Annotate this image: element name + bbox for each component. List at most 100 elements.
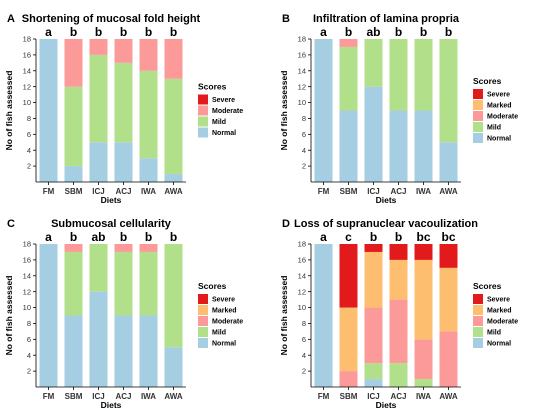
y-tick-label: 14 [23,271,31,280]
legend-swatch-severe [473,89,483,99]
bar-segment-moderate-acj [389,299,408,364]
legend-label-severe: Severe [487,92,510,99]
x-tick-label: ACJ [115,392,131,401]
bar-segment-normal-sbm [339,110,358,182]
y-tick-label: 8 [302,114,306,123]
x-tick-label: IWA [416,392,431,401]
bar-segment-normal-icj [89,291,108,387]
legend-swatch-mild [473,122,483,132]
legend-title: Scores [198,82,227,92]
bar-segment-normal-awa [164,347,183,387]
bar-segment-moderate-icj [364,307,383,364]
legend-label-normal: Normal [212,341,236,348]
bar-segment-normal-fm [39,244,58,387]
y-tick-label: 8 [27,319,31,328]
significance-letter: b [420,25,427,39]
bar-segment-mild-sbm [64,86,83,167]
legend-label-moderate: Moderate [212,108,243,115]
legend-swatch-severe [198,294,208,304]
bar-segment-mild-acj [389,39,408,111]
legend-label-marked: Marked [487,308,512,315]
bar-segment-mild-acj [114,62,133,143]
bar-segment-marked-acj [389,259,408,300]
legend-label-severe: Severe [212,297,235,304]
bar-segment-mild-awa [164,244,183,348]
significance-letter: b [370,230,377,244]
significance-letter: b [95,25,102,39]
legend-swatch-marked [473,305,483,315]
bar-segment-normal-sbm [64,166,83,182]
panel-title: Shortening of mucosal fold height [22,13,201,25]
legend-swatch-mild [198,327,208,337]
bar-segment-moderate-sbm [339,39,358,47]
bar-segment-mild-icj [89,244,108,292]
legend-swatch-normal [198,338,208,348]
bar-segment-normal-acj [389,110,408,182]
x-tick-label: SBM [65,392,83,401]
y-tick-label: 16 [23,50,31,59]
bar-segment-normal-awa [439,142,458,182]
y-tick-label: 12 [23,287,31,296]
legend: Scores Severe Moderate Mild Normal [198,82,243,138]
y-tick-label: 14 [298,271,306,280]
bar-segment-moderate-sbm [339,371,358,387]
bar-segment-severe-acj [389,244,408,260]
legend-label-mild: Mild [487,330,501,337]
legend-label-normal: Normal [487,341,511,348]
x-axis-title: Diets [101,400,122,408]
legend-swatch-moderate [473,111,483,121]
y-tick-label: 16 [298,255,306,264]
bar-segment-moderate-iwa [139,39,158,71]
significance-letter: b [70,25,77,39]
bar-segment-normal-iwa [414,110,433,182]
legend-label-moderate: Moderate [487,114,518,121]
legend-swatch-marked [473,100,483,110]
panel-letter: C [7,218,15,230]
y-tick-label: 6 [302,130,306,139]
y-tick-label: 18 [23,35,31,44]
bar-segment-moderate-iwa [414,339,433,380]
panel-letter: D [282,218,290,230]
bar-segment-moderate-sbm [64,244,83,252]
bar-segment-mild-awa [164,78,183,175]
bar-segment-marked-awa [439,267,458,332]
y-tick-label: 10 [298,98,306,107]
y-tick-label: 10 [298,303,306,312]
y-tick-label: 18 [298,240,306,249]
legend: Scores Severe Marked Moderate Mild Normal [473,76,518,143]
significance-letter: c [345,230,352,244]
x-axis-title: Diets [101,195,122,205]
bar-segment-normal-fm [314,244,333,387]
legend-swatch-mild [473,327,483,337]
bar-segment-mild-iwa [414,39,433,111]
panel-title: Loss of supranuclear vacoulization [294,218,478,230]
significance-letter: b [145,25,152,39]
panel-title: Infiltration of lamina propria [313,13,460,25]
legend-swatch-moderate [198,105,208,116]
x-tick-label: FM [43,187,55,196]
x-tick-label: ICJ [92,392,104,401]
y-tick-label: 16 [298,50,306,59]
y-tick-label: 18 [298,35,306,44]
x-tick-label: ICJ [367,187,379,196]
bar-segment-mild-iwa [414,379,433,387]
y-tick-label: 2 [27,367,31,376]
legend-swatch-moderate [198,316,208,326]
bar-segment-mild-acj [114,251,133,316]
legend-label-severe: Severe [487,297,510,304]
x-tick-label: AWA [439,392,457,401]
bar-segment-mild-awa [439,39,458,143]
legend-label-normal: Normal [212,130,236,137]
y-tick-label: 12 [23,82,31,91]
significance-letter: bc [441,230,455,244]
bar-segment-severe-icj [364,244,383,252]
legend: Scores Severe Marked Moderate Mild Normal [198,281,243,348]
x-tick-label: IWA [141,187,156,196]
legend-title: Scores [198,281,227,291]
x-tick-label: ACJ [390,187,406,196]
y-tick-label: 16 [23,255,31,264]
y-tick-label: 10 [23,303,31,312]
bar-segment-marked-sbm [339,307,358,372]
